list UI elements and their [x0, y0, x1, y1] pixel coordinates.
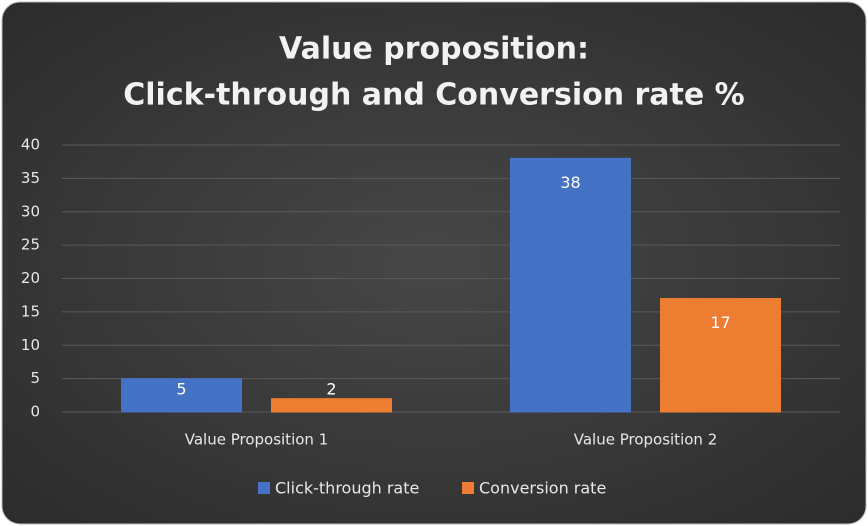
- bar: [121, 378, 242, 413]
- y-tick-label: 0: [30, 403, 40, 421]
- bar: [271, 398, 392, 413]
- legend-label: Click-through rate: [275, 479, 419, 498]
- x-tick-label: Value Proposition 1: [185, 431, 328, 449]
- y-tick-label: 20: [21, 269, 40, 287]
- y-tick-label: 40: [21, 136, 40, 154]
- y-tick-label: 5: [30, 369, 40, 387]
- y-tick-label: 15: [21, 302, 40, 320]
- data-label: 17: [710, 313, 730, 332]
- bar: [510, 157, 631, 413]
- data-label: 38: [560, 173, 580, 192]
- chart-title: Value proposition:: [279, 32, 589, 67]
- x-tick-label: Value Proposition 2: [574, 431, 717, 449]
- y-tick-label: 10: [21, 336, 40, 354]
- y-tick-label: 25: [21, 236, 40, 254]
- y-tick-label: 30: [21, 202, 40, 220]
- legend-swatch: [462, 482, 474, 494]
- y-tick-label: 35: [21, 169, 40, 187]
- legend-swatch: [258, 482, 270, 494]
- bar: [660, 298, 781, 413]
- data-label: 5: [176, 380, 186, 399]
- legend-label: Conversion rate: [479, 479, 606, 498]
- chart-title: Click-through and Conversion rate %: [123, 78, 745, 113]
- data-label: 2: [326, 380, 336, 399]
